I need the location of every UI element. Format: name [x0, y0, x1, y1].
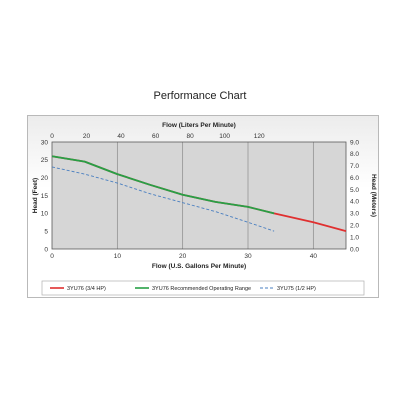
plot-area [52, 142, 346, 249]
series-line-1 [51, 155, 275, 215]
legend-box [41, 280, 365, 296]
y-left-tick-label: 30 [41, 139, 49, 146]
y-right-tick-label: 6.0 [350, 175, 359, 182]
legend-label: 3YU76 (3/4 HP) [67, 286, 106, 292]
y-left-tick-label: 20 [41, 175, 49, 182]
x-bottom-tick-label: 10 [114, 253, 122, 260]
y-right-tick-label: 4.0 [350, 199, 359, 206]
y-left-tick-label: 0 [44, 246, 48, 253]
y-right-tick-label: 2.0 [350, 223, 359, 230]
legend-label: 3YU75 (1/2 HP) [277, 286, 316, 292]
y-right-tick-label: 7.0 [350, 163, 359, 170]
x-top-tick-label: 100 [219, 133, 230, 140]
x-top-tick-label: 0 [50, 133, 54, 140]
y-left-tick-label: 5 [44, 228, 48, 235]
y-left-tick-label: 25 [41, 157, 49, 164]
y-right-tick-label: 0.0 [350, 246, 359, 253]
chart-title: Performance Chart [153, 90, 247, 102]
y-right-tick-label: 5.0 [350, 187, 359, 194]
y-right-tick-label: 1.0 [350, 234, 359, 241]
y-right-tick-label: 3.0 [350, 211, 359, 218]
y-left-tick-label: 15 [41, 193, 49, 200]
x-top-tick-label: 20 [83, 133, 91, 140]
y-right-tick-label: 9.0 [350, 139, 359, 146]
x-bottom-tick-label: 20 [179, 253, 187, 260]
x-bottom-axis-title: Flow (U.S. Gallons Per Minute) [152, 263, 246, 270]
x-top-tick-label: 40 [117, 133, 125, 140]
x-top-tick-label: 120 [254, 133, 265, 140]
x-top-tick-label: 80 [186, 133, 194, 140]
y-left-axis-title: Head (Feet) [32, 178, 39, 213]
x-top-axis-title: Flow (Liters Per Minute) [162, 122, 236, 129]
legend-label: 3YU76 Recommended Operating Range [152, 286, 251, 292]
plot-border [51, 141, 347, 250]
x-bottom-tick-label: 0 [50, 253, 54, 260]
x-bottom-tick-label: 30 [244, 253, 252, 260]
x-bottom-tick-label: 40 [310, 253, 318, 260]
y-left-tick-label: 10 [41, 211, 49, 218]
y-right-tick-label: 8.0 [350, 151, 359, 158]
chart-frame: 0 10 20 30 40 0 20 40 60 80 100 120 0 5 10 15 20 25 30 0.0 1… [27, 115, 379, 298]
x-top-tick-label: 60 [152, 133, 160, 140]
y-right-axis-title: Head (Meters) [370, 174, 377, 217]
performance-chart: 0 10 20 30 40 0 20 40 60 80 100 120 0 5 10 15 20 25 30 0.0 1… [32, 122, 377, 296]
